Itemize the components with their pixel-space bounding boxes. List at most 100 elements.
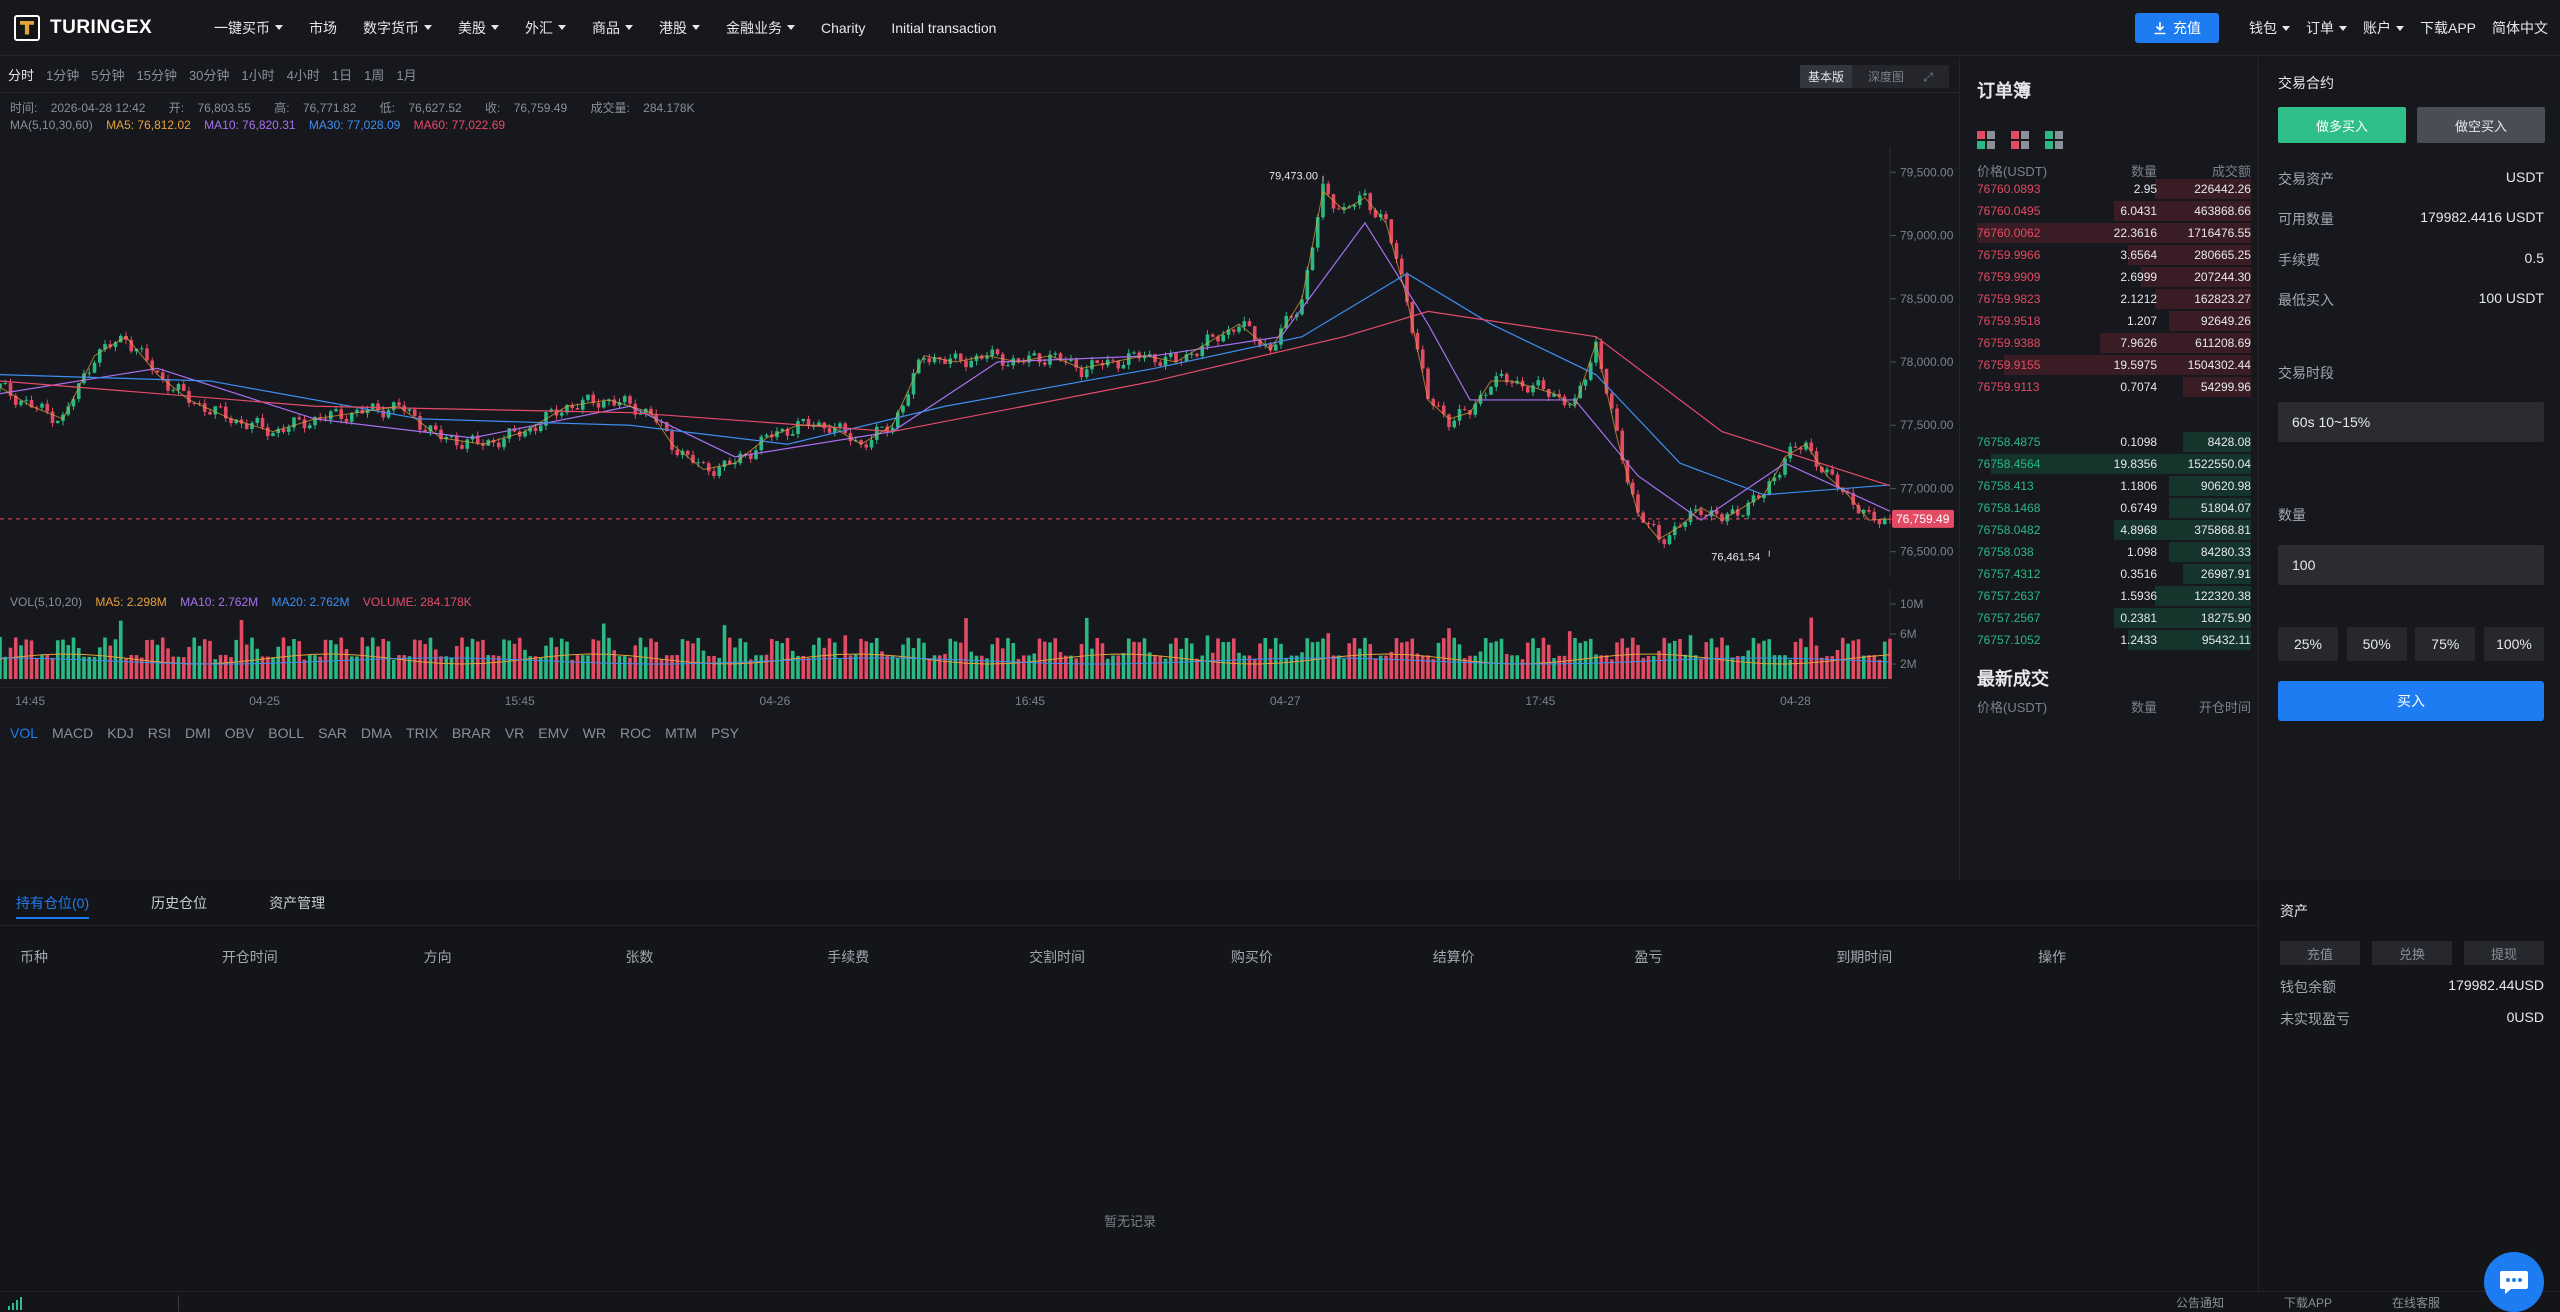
announcement-link[interactable]: 公告通知 bbox=[2175, 1296, 2224, 1310]
indicator-brar[interactable]: BRAR bbox=[451, 725, 491, 741]
indicator-kdj[interactable]: KDJ bbox=[107, 725, 134, 741]
timeframe-2[interactable]: 5分钟 bbox=[91, 68, 125, 83]
bid-row[interactable]: 76758.038 1.098 84280.33 bbox=[1977, 541, 2251, 563]
asks-only-icon[interactable] bbox=[2011, 131, 2029, 149]
indicator-boll[interactable]: BOLL bbox=[268, 725, 305, 741]
download-app-footer-link[interactable]: 下载APP bbox=[2283, 1296, 2332, 1310]
ask-row[interactable]: 76759.9966 3.6564 280665.25 bbox=[1977, 244, 2251, 266]
chat-support-button[interactable] bbox=[2484, 1252, 2544, 1312]
candle-body bbox=[670, 431, 674, 450]
timeframe-9[interactable]: 1月 bbox=[396, 68, 417, 83]
nav-item-5[interactable]: 商品 bbox=[592, 18, 633, 38]
y-tick-label: 77,000.00 bbox=[1900, 481, 1954, 495]
percent-button-2[interactable]: 50% bbox=[2346, 627, 2407, 661]
indicator-sar[interactable]: SAR bbox=[318, 725, 347, 741]
indicator-rsi[interactable]: RSI bbox=[147, 725, 172, 741]
ask-row[interactable]: 76760.0893 2.95 226442.26 bbox=[1977, 178, 2251, 200]
logo[interactable]: TURINGEX bbox=[14, 14, 194, 41]
indicator-trix[interactable]: TRIX bbox=[406, 725, 438, 741]
indicator-emv[interactable]: EMV bbox=[538, 725, 569, 741]
ask-row[interactable]: 76759.9909 2.6999 207244.30 bbox=[1977, 266, 2251, 288]
bid-row[interactable]: 76757.4312 0.3516 26987.91 bbox=[1977, 563, 2251, 585]
nav-item-9[interactable]: Initial transaction bbox=[891, 20, 996, 36]
volume-chart[interactable]: 10M 6M 2M bbox=[0, 589, 1960, 689]
timeframe-4[interactable]: 30分钟 bbox=[188, 68, 230, 83]
indicator-vr[interactable]: VR bbox=[504, 725, 525, 741]
candle-body bbox=[1336, 208, 1341, 210]
ask-row[interactable]: 76759.9388 7.9626 611208.69 bbox=[1977, 332, 2251, 354]
nav-item-6[interactable]: 港股 bbox=[659, 18, 700, 38]
tab-history-positions[interactable]: 历史仓位 bbox=[151, 895, 208, 911]
timeframe-5[interactable]: 1小时 bbox=[241, 68, 275, 83]
timeframe-0[interactable]: 分时 bbox=[8, 68, 35, 83]
nav-item-3[interactable]: 美股 bbox=[458, 18, 499, 38]
percent-button-1[interactable]: 25% bbox=[2278, 627, 2338, 661]
buy-button[interactable]: 买入 bbox=[2278, 681, 2544, 721]
asset-deposit-button[interactable]: 充值 bbox=[2280, 941, 2360, 965]
volume-bar bbox=[1573, 637, 1577, 679]
volume-bar bbox=[864, 641, 869, 679]
ask-row[interactable]: 76759.9823 2.1212 162823.27 bbox=[1977, 288, 2251, 310]
ask-row[interactable]: 76759.9113 0.7074 54299.96 bbox=[1977, 376, 2251, 398]
volume-bar bbox=[685, 640, 690, 679]
timeframe-8[interactable]: 1周 bbox=[364, 68, 385, 83]
nav-item-8[interactable]: Charity bbox=[821, 20, 865, 36]
nav-item-4[interactable]: 外汇 bbox=[525, 18, 566, 38]
timeframe-6[interactable]: 4小时 bbox=[286, 68, 320, 83]
indicator-wr[interactable]: WR bbox=[582, 725, 606, 741]
bid-row[interactable]: 76757.2567 0.2381 18275.90 bbox=[1977, 607, 2251, 629]
ask-row[interactable]: 76759.9155 19.5975 1504302.44 bbox=[1977, 354, 2251, 376]
orders-menu[interactable]: 订单 bbox=[2306, 18, 2347, 38]
bid-row[interactable]: 76758.4564 19.8356 1522550.04 bbox=[1977, 453, 2251, 475]
bid-row[interactable]: 76758.413 1.1806 90620.98 bbox=[1977, 475, 2251, 497]
percent-button-3[interactable]: 75% bbox=[2415, 627, 2476, 661]
indicator-dmi[interactable]: DMI bbox=[185, 725, 211, 741]
indicator-psy[interactable]: PSY bbox=[710, 725, 739, 741]
nav-item-7[interactable]: 金融业务 bbox=[726, 18, 795, 38]
nav-item-2[interactable]: 数字货币 bbox=[363, 18, 432, 38]
online-support-link[interactable]: 在线客服 bbox=[2391, 1296, 2440, 1310]
percent-button-4[interactable]: 100% bbox=[2483, 627, 2544, 661]
download-app-link[interactable]: 下载APP bbox=[2419, 20, 2476, 36]
qty-input[interactable]: 100 bbox=[2278, 545, 2544, 585]
indicator-roc[interactable]: ROC bbox=[619, 725, 652, 741]
both-sides-icon[interactable] bbox=[1977, 131, 1995, 149]
candle-body bbox=[423, 429, 428, 432]
account-menu[interactable]: 账户 bbox=[2363, 18, 2404, 38]
indicator-macd[interactable]: MACD bbox=[52, 725, 94, 741]
depth-view-button[interactable]: 深度图 ⤢ bbox=[1852, 65, 1949, 88]
candle-body bbox=[323, 418, 328, 420]
bids-only-icon[interactable] bbox=[2045, 131, 2063, 149]
timeframe-7[interactable]: 1日 bbox=[331, 68, 353, 83]
nav-item-0[interactable]: 一键买币 bbox=[214, 18, 283, 38]
timeframe-3[interactable]: 15分钟 bbox=[136, 68, 177, 83]
candle-body bbox=[45, 403, 50, 412]
short-buy-button[interactable]: 做空买入 bbox=[2417, 107, 2545, 143]
indicator-dma[interactable]: DMA bbox=[360, 725, 393, 741]
bid-row[interactable]: 76758.4875 0.1098 8428.08 bbox=[1977, 431, 2251, 453]
long-buy-button[interactable]: 做多买入 bbox=[2278, 107, 2406, 143]
bid-row[interactable]: 76758.0482 4.8968 375868.81 bbox=[1977, 519, 2251, 541]
indicator-obv[interactable]: OBV bbox=[224, 725, 255, 741]
tab-open-positions[interactable]: 持有仓位(0) bbox=[16, 881, 90, 925]
bid-row[interactable]: 76757.2637 1.5936 122320.38 bbox=[1977, 585, 2251, 607]
ask-row[interactable]: 76760.0495 6.0431 463868.66 bbox=[1977, 200, 2251, 222]
wallet-menu[interactable]: 钱包 bbox=[2249, 18, 2290, 38]
ask-row[interactable]: 76759.9518 1.207 92649.26 bbox=[1977, 310, 2251, 332]
timeframe-1[interactable]: 1分钟 bbox=[46, 68, 80, 83]
language-selector[interactable]: 简体中文 bbox=[2492, 20, 2548, 36]
indicator-vol[interactable]: VOL bbox=[10, 725, 39, 741]
deposit-button[interactable]: 充值 bbox=[2134, 13, 2219, 43]
bid-row[interactable]: 76758.1468 0.6749 51804.07 bbox=[1977, 497, 2251, 519]
asset-exchange-button[interactable]: 兑换 bbox=[2372, 941, 2452, 965]
period-select[interactable]: 60s 10~15% bbox=[2278, 402, 2544, 442]
volume-bar bbox=[1830, 656, 1835, 679]
indicator-mtm[interactable]: MTM bbox=[665, 725, 697, 741]
ask-row[interactable]: 76760.0062 22.3616 1716476.55 bbox=[1977, 222, 2251, 244]
price-chart[interactable]: 79,500.00 79,000.00 78,500.00 78,000.00 77,5… bbox=[0, 147, 1960, 587]
bid-row[interactable]: 76757.1052 1.2433 95432.11 bbox=[1977, 629, 2251, 651]
asset-withdraw-button[interactable]: 提现 bbox=[2464, 941, 2544, 965]
basic-view-button[interactable]: 基本版 bbox=[1800, 65, 1853, 88]
nav-item-1[interactable]: 市场 bbox=[309, 18, 337, 38]
tab-asset-management[interactable]: 资产管理 bbox=[269, 895, 326, 911]
